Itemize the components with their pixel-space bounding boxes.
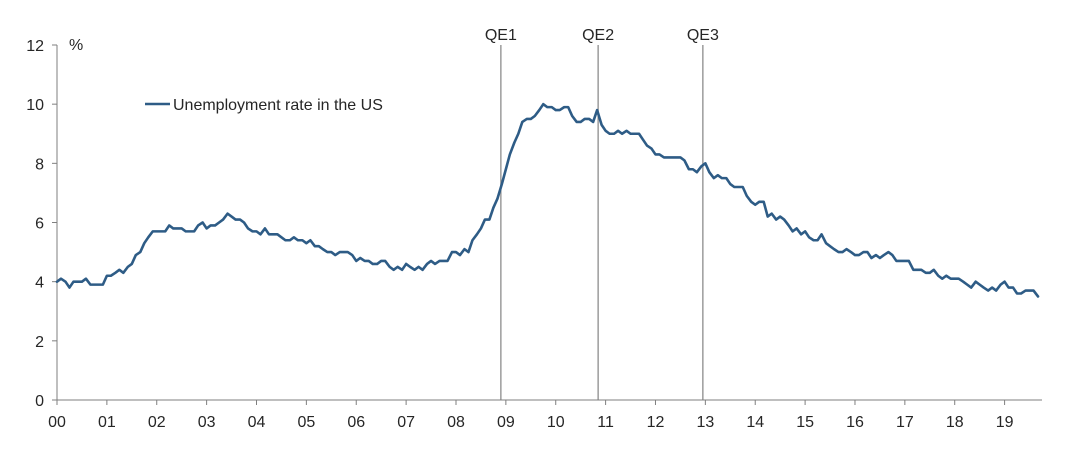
- y-axis-unit-label: %: [69, 37, 83, 54]
- y-tick-label: 8: [35, 156, 44, 173]
- y-ticks: 0 2 4 6 8 10 12: [26, 38, 57, 410]
- annotation-label-qe3: QE3: [687, 27, 719, 44]
- x-tick-label: 00: [48, 414, 66, 431]
- x-tick-label: 17: [896, 414, 914, 431]
- qe-annotations: QE1 QE2 QE3: [485, 27, 719, 400]
- annotation-label-qe1: QE1: [485, 27, 517, 44]
- x-tick-label: 01: [98, 414, 116, 431]
- y-tick-label: 4: [35, 275, 44, 292]
- x-tick-label: 14: [746, 414, 764, 431]
- x-tick-label: 15: [796, 414, 814, 431]
- x-tick-label: 07: [397, 414, 415, 431]
- y-tick-label: 0: [35, 393, 44, 410]
- x-tick-label: 10: [547, 414, 565, 431]
- x-tick-label: 16: [846, 414, 864, 431]
- annotation-label-qe2: QE2: [582, 27, 614, 44]
- y-tick-label: 12: [26, 38, 44, 55]
- x-tick-label: 05: [297, 414, 315, 431]
- series-line-0: [55, 102, 1040, 298]
- x-tick-label: 09: [497, 414, 515, 431]
- x-tick-label: 11: [597, 414, 614, 431]
- y-tick-label: 2: [35, 334, 44, 351]
- x-ticks: 00 01 02 03 04 05 06 07 08 09 10 11 12 13 14 15 16 17 18 19: [48, 400, 1014, 431]
- legend: Unemployment rate in the US: [145, 97, 383, 114]
- x-tick-label: 19: [996, 414, 1014, 431]
- x-tick-label: 18: [946, 414, 964, 431]
- x-tick-label: 03: [198, 414, 216, 431]
- y-tick-label: 6: [35, 216, 44, 233]
- x-tick-label: 06: [347, 414, 365, 431]
- x-tick-label: 13: [696, 414, 714, 431]
- x-tick-label: 04: [248, 414, 266, 431]
- y-tick-label: 10: [26, 97, 44, 114]
- series: [55, 102, 1040, 298]
- x-tick-label: 02: [148, 414, 166, 431]
- x-tick-label: 12: [647, 414, 665, 431]
- legend-entry-unemployment: Unemployment rate in the US: [173, 97, 383, 114]
- x-tick-label: 08: [447, 414, 465, 431]
